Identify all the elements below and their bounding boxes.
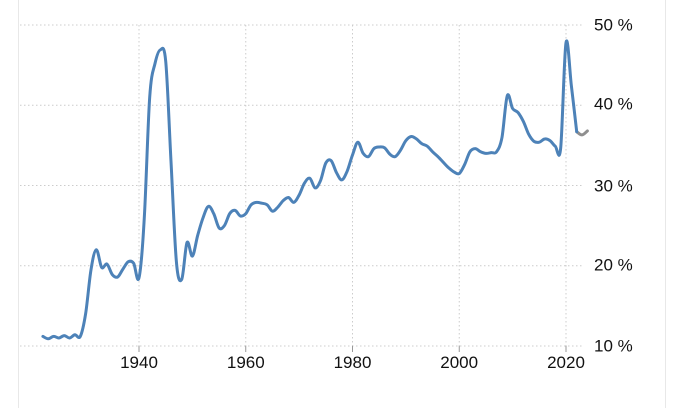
x-axis-label-1960: 1960 [226,353,265,372]
x-axis-label-1940: 1940 [120,353,158,372]
x-axis-label-1980: 1980 [333,353,372,372]
y-axis-label-30: 30 % [594,176,633,196]
series-line-main [41,39,579,341]
x-axis-label-2000: 2000 [440,353,479,372]
y-axis-label-20: 20 % [594,255,633,275]
y-axis-label-10: 10 % [594,336,633,356]
chart-left-border [18,0,19,408]
series-line-tail [575,129,589,137]
chart-right-border [665,0,666,408]
y-axis-label-40: 40 % [594,94,633,114]
y-axis-label-50: 50 % [594,15,633,35]
x-axis-label-2020: 2020 [547,353,585,372]
